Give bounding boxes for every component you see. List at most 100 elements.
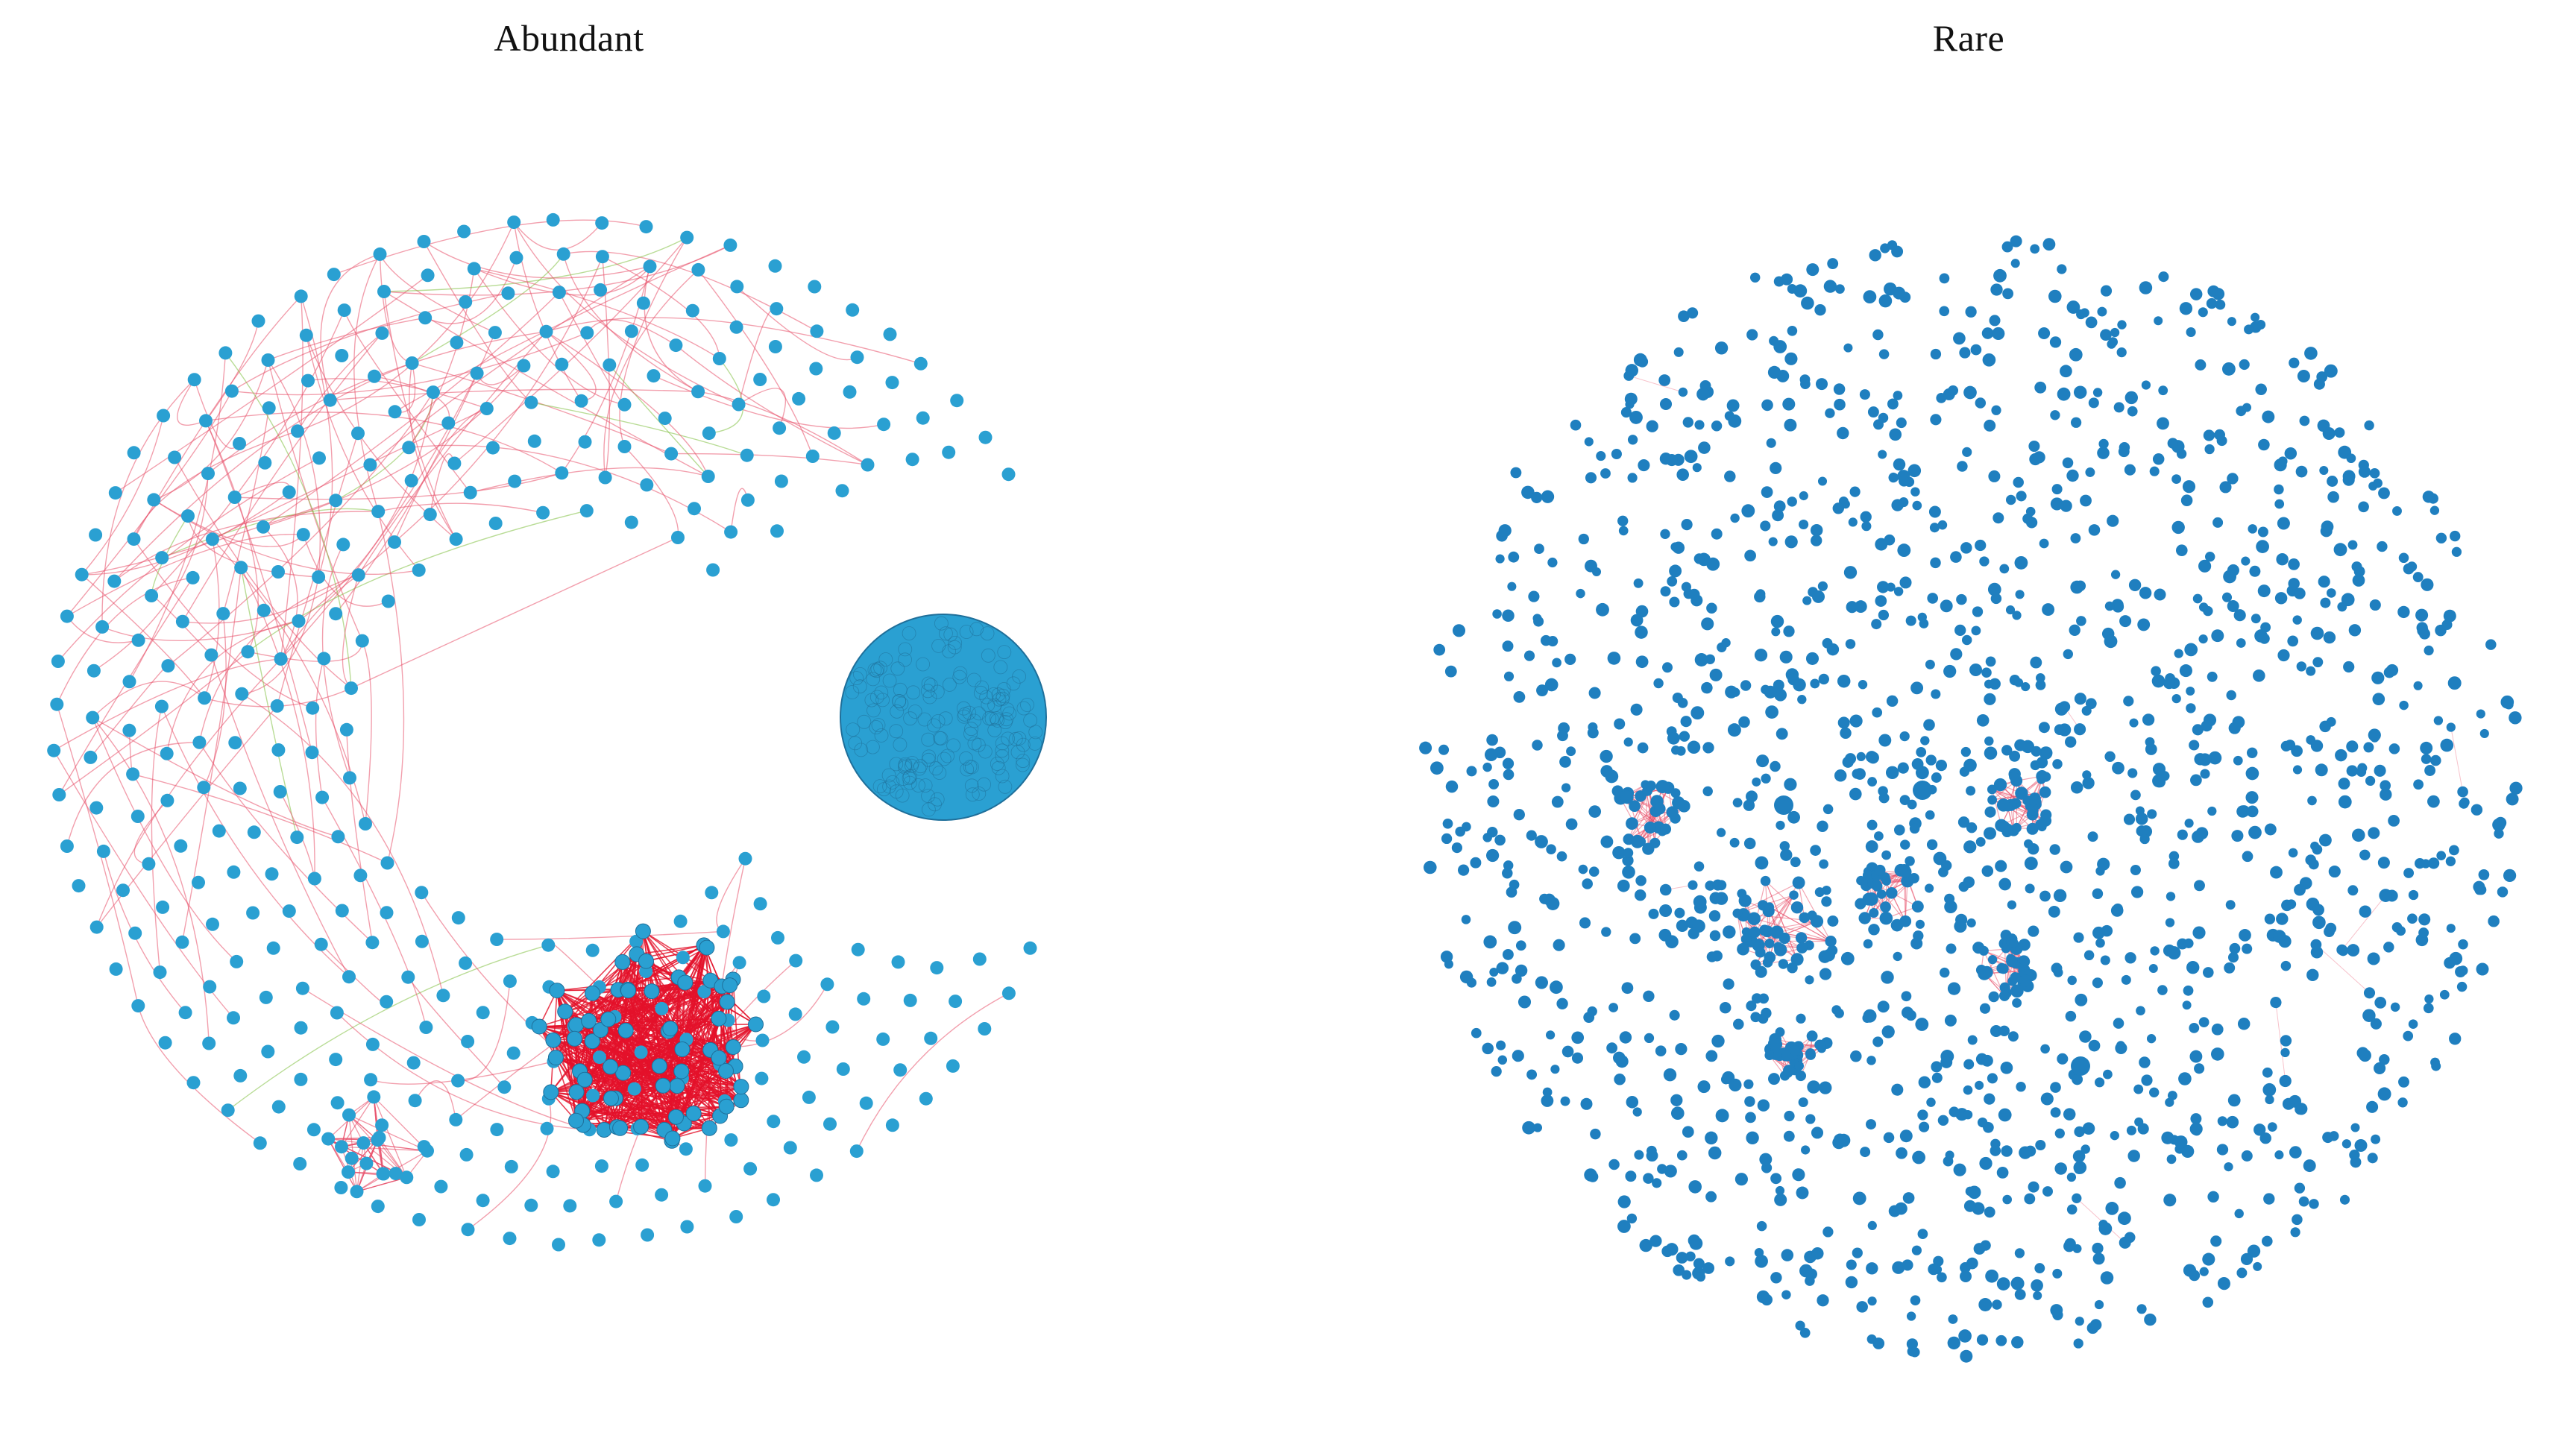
network-node: [2034, 381, 2047, 394]
network-node: [2198, 1017, 2210, 1027]
network-node: [1566, 746, 1576, 757]
network-node: [1564, 653, 1576, 665]
network-edge: [280, 574, 359, 660]
network-node: [1881, 971, 1894, 984]
network-node: [1840, 951, 1855, 965]
network-node: [2287, 635, 2299, 647]
network-node: [1721, 638, 1731, 648]
network-node: [1881, 850, 1892, 860]
network-node: [1725, 685, 1738, 699]
network-node: [1865, 751, 1878, 763]
network-node: [2227, 952, 2239, 963]
network-node: [2117, 320, 2127, 330]
network-node: [1681, 518, 1693, 531]
network-node: [2098, 1222, 2113, 1235]
network-node: [2166, 892, 2176, 901]
network-node: [2007, 1031, 2019, 1042]
network-node: [2397, 1097, 2408, 1108]
network-node: [2295, 465, 2308, 478]
network-node: [1696, 388, 1710, 401]
network-node: [2251, 614, 2261, 624]
network-node: [1760, 875, 1771, 886]
network-node: [2326, 716, 2336, 727]
network-node: [2237, 1018, 2251, 1030]
network-node: [2320, 597, 2331, 608]
network-node: [2010, 972, 2021, 983]
network-node: [2447, 676, 2462, 690]
network-node: [1915, 919, 1925, 929]
network-edge: [262, 526, 298, 660]
network-node: [2418, 927, 2429, 939]
network-node: [2066, 469, 2079, 482]
network-node: [2274, 484, 2284, 495]
network-node: [2292, 615, 2302, 625]
network-node: [2094, 1299, 2104, 1310]
network-node: [2087, 831, 2098, 842]
network-edge: [697, 269, 814, 457]
network-node: [2322, 1132, 2334, 1144]
network-node: [2212, 517, 2224, 528]
network-edge: [277, 432, 359, 707]
network-node: [1860, 511, 1872, 523]
network-node: [1600, 749, 1613, 763]
network-node: [1896, 417, 1907, 429]
network-node: [1845, 1276, 1858, 1289]
network-edge: [497, 930, 723, 940]
network-node: [2207, 806, 2217, 816]
network-edge: [227, 945, 549, 1111]
network-node: [1787, 673, 1799, 686]
network-edge: [53, 750, 234, 1018]
network-edge: [315, 658, 325, 798]
network-node: [1917, 612, 1927, 623]
network-node: [1502, 757, 1515, 769]
network-node: [1765, 705, 1778, 719]
network-node: [1795, 1320, 1805, 1331]
network-node: [2424, 994, 2434, 1004]
network-edge: [415, 1080, 456, 1121]
network-edge: [636, 945, 705, 955]
network-node: [1843, 343, 1853, 353]
network-node: [1620, 790, 1634, 804]
network-node: [1760, 520, 1771, 532]
network-node: [1940, 1056, 1953, 1068]
network-node: [1863, 290, 1877, 303]
network-edge: [182, 333, 383, 623]
network-node: [2388, 815, 2400, 827]
network-node: [2372, 693, 2385, 706]
network-node: [1910, 487, 1920, 497]
network-edge: [92, 716, 339, 837]
network-node: [2194, 880, 2205, 892]
network-node: [2391, 921, 2403, 933]
network-node: [2058, 701, 2071, 713]
network-node: [1893, 587, 1904, 596]
network-node: [1866, 819, 1878, 831]
network-node: [2036, 757, 2048, 769]
network-node: [1507, 582, 1517, 591]
network-node: [2424, 645, 2434, 656]
network-node: [1768, 1073, 1780, 1085]
network-node: [2419, 628, 2430, 640]
network-node: [2139, 1056, 2151, 1068]
network-node: [1671, 746, 1681, 755]
network-node: [2272, 930, 2286, 943]
network-edge: [153, 499, 419, 576]
network-node: [1585, 472, 1597, 484]
network-node: [2130, 790, 2141, 801]
network-node: [2126, 1125, 2136, 1135]
network-node: [2233, 755, 2243, 766]
network-node: [1645, 781, 1656, 792]
network-edge: [187, 515, 319, 578]
network-node: [1689, 1236, 1703, 1250]
network-edge: [234, 472, 562, 500]
network-node: [1859, 389, 1870, 400]
network-node: [1483, 935, 1497, 949]
network-edge: [205, 420, 313, 753]
network-node: [1659, 883, 1672, 896]
network-node: [1724, 470, 1736, 482]
network-node: [1658, 374, 1671, 386]
network-node: [2067, 975, 2077, 986]
network-node: [2476, 709, 2485, 719]
network-node: [1985, 656, 1996, 667]
network-node: [1975, 397, 1987, 409]
network-node: [2010, 259, 2020, 268]
